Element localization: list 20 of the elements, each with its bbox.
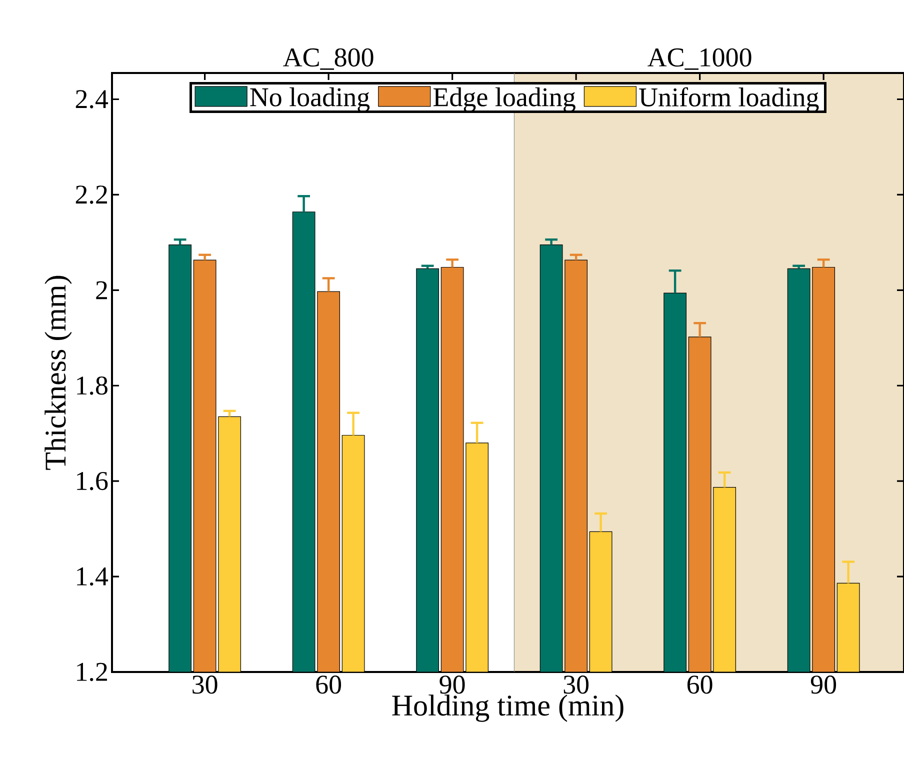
y-tick-label: 2 — [96, 281, 107, 300]
y-tick-label: 2.2 — [76, 186, 107, 204]
x-tick-label: 30 — [564, 676, 589, 694]
legend-label: No loading — [250, 87, 370, 112]
x-tick-label: 60 — [687, 676, 712, 694]
y-tick-label: 1.8 — [77, 376, 108, 395]
y-tick-label: 2.4 — [76, 90, 108, 108]
x-axis-title: Holding time (min) — [392, 694, 624, 722]
y-tick-label: 1.2 — [77, 662, 107, 682]
y-tick-label: 1.4 — [77, 567, 108, 586]
legend-label: Edge loading — [433, 87, 576, 112]
y-tick-label: 1.6 — [77, 472, 108, 490]
x-tick-label: 90 — [810, 676, 836, 694]
x-tick-label: 30 — [192, 676, 218, 694]
y-axis-title: Thickness (mm) — [44, 276, 72, 470]
x-tick-label: 90 — [440, 676, 465, 694]
text: AC_1000 — [648, 48, 752, 70]
x-tick-label: 60 — [316, 676, 342, 694]
text: AC_800 — [283, 48, 374, 70]
legend-label: Uniform loading — [639, 87, 819, 112]
